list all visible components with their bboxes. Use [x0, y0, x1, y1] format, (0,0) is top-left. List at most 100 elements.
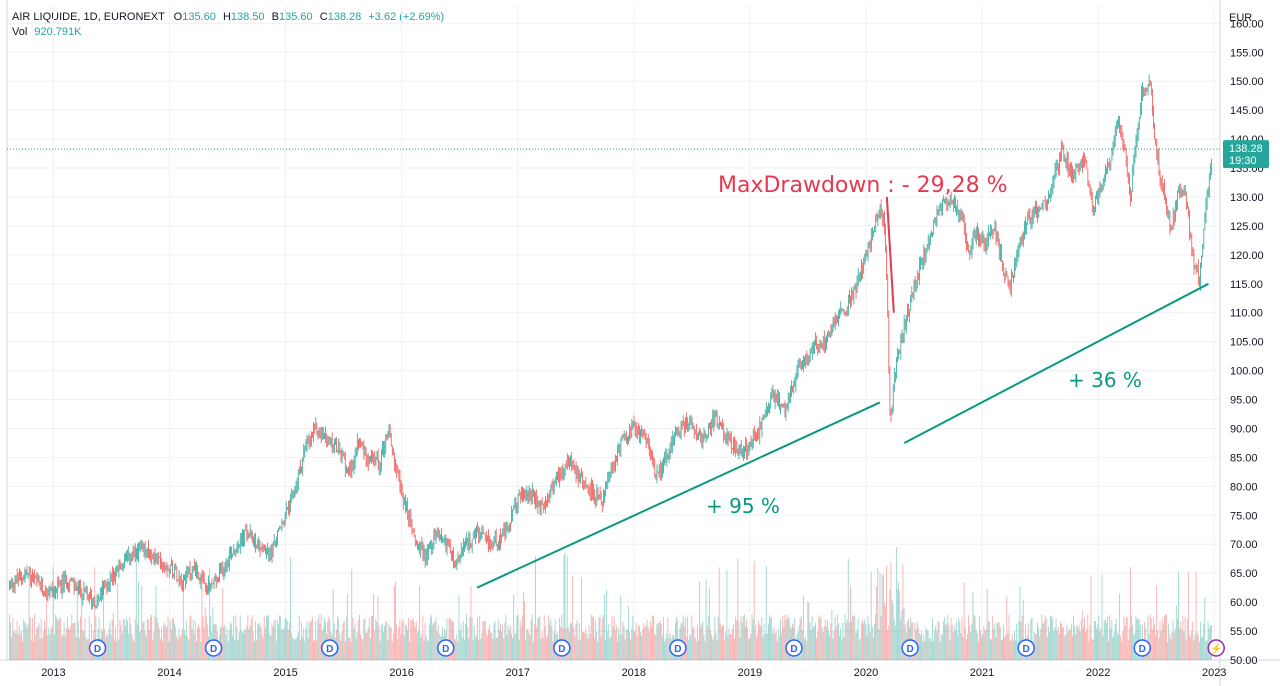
volume-bar — [287, 629, 289, 660]
volume-bar — [575, 623, 577, 660]
volume-bar — [665, 638, 667, 660]
volume-bar — [293, 638, 295, 660]
dividend-marker-label: D — [906, 644, 913, 655]
x-tick-label: 2015 — [273, 667, 297, 679]
volume-bar — [430, 616, 431, 660]
volume-bar — [411, 620, 413, 660]
volume-bar — [1055, 618, 1057, 660]
volume-bar — [811, 616, 813, 660]
volume-bar — [280, 615, 282, 660]
volume-bar — [815, 622, 816, 660]
volume-bar — [9, 614, 10, 660]
volume-bar — [408, 617, 410, 660]
volume-bar — [893, 619, 895, 660]
x-tick-label: 2014 — [157, 667, 181, 679]
volume-bar — [224, 624, 226, 660]
volume-bar — [292, 637, 294, 660]
volume-bar — [188, 640, 190, 660]
dividend-marker-label: D — [1023, 644, 1030, 655]
volume-bar — [389, 626, 391, 660]
volume-bar — [502, 624, 504, 660]
volume-bar — [458, 595, 460, 660]
volume-bar — [541, 631, 543, 660]
volume-bar — [340, 640, 342, 660]
volume-bar — [850, 585, 851, 660]
dividend-marker-label: D — [1139, 644, 1146, 655]
volume-bar — [942, 621, 944, 660]
volume-bar — [323, 617, 325, 660]
volume-bar — [964, 626, 966, 660]
volume-bar — [45, 628, 46, 660]
volume-bar — [508, 629, 510, 660]
volume-bar — [1154, 624, 1155, 660]
volume-bar — [479, 615, 481, 660]
volume-bar — [895, 547, 897, 660]
volume-bar — [633, 631, 635, 660]
volume-bar — [571, 623, 573, 660]
volume-bar — [591, 617, 593, 660]
volume-bar — [1011, 633, 1013, 660]
volume-bar — [741, 621, 743, 660]
volume-bar — [69, 629, 71, 660]
volume-bar — [272, 626, 274, 660]
volume-bar — [754, 625, 756, 660]
volume-bar — [690, 635, 692, 660]
volume-bar — [962, 637, 964, 660]
volume-bar — [1052, 618, 1054, 660]
volume-bar — [963, 581, 965, 660]
volume-bar — [420, 637, 422, 660]
volume-bar — [684, 617, 686, 660]
volume-bar — [617, 641, 618, 660]
y-tick-label: 115.00 — [1230, 279, 1263, 291]
volume-bar — [457, 641, 459, 660]
volume-bar — [980, 630, 982, 660]
volume-bar — [41, 638, 43, 660]
volume-bar — [941, 634, 943, 660]
volume-bar — [938, 621, 940, 660]
low-label: B — [271, 11, 279, 23]
volume-bar — [1113, 632, 1115, 660]
volume-bar — [1069, 630, 1071, 660]
volume-bar — [705, 579, 707, 660]
volume-bar — [995, 637, 997, 660]
volume-bar — [288, 621, 290, 660]
volume-bar — [525, 640, 527, 660]
volume-bar — [635, 622, 637, 660]
volume-bar — [611, 615, 613, 660]
volume-bar — [158, 628, 160, 660]
volume-bar — [998, 622, 1000, 660]
volume-bar — [696, 625, 698, 660]
volume-bar — [320, 614, 322, 660]
volume-bar — [599, 615, 601, 660]
volume-bar — [784, 614, 786, 660]
volume-bar — [533, 623, 535, 660]
volume-bar — [530, 619, 532, 660]
volume-bar — [513, 594, 515, 660]
volume-bar — [433, 622, 435, 660]
volume-bar — [450, 620, 452, 660]
volume-bar — [25, 623, 27, 660]
volume-bar — [1179, 628, 1181, 660]
volume-bar — [1164, 614, 1166, 660]
volume-bar — [652, 615, 653, 660]
volume-bar — [1050, 616, 1052, 660]
volume-bar — [354, 623, 356, 660]
volume-bar — [924, 640, 926, 660]
volume-bar — [248, 629, 250, 660]
volume-bar — [117, 583, 119, 660]
volume-bar — [291, 632, 293, 660]
volume-bar — [239, 615, 241, 660]
volume-bar — [772, 633, 774, 660]
volume-bar — [982, 633, 984, 660]
volume-bar — [774, 633, 776, 660]
volume-bar — [361, 637, 363, 660]
volume-bar — [1155, 635, 1157, 660]
volume-bar — [259, 622, 261, 660]
volume-bar — [958, 617, 960, 660]
volume-bar — [1156, 585, 1158, 660]
volume-bar — [1184, 616, 1186, 660]
volume-bar — [550, 619, 552, 660]
dividend-marker-label: D — [790, 644, 797, 655]
volume-bar — [397, 639, 399, 660]
